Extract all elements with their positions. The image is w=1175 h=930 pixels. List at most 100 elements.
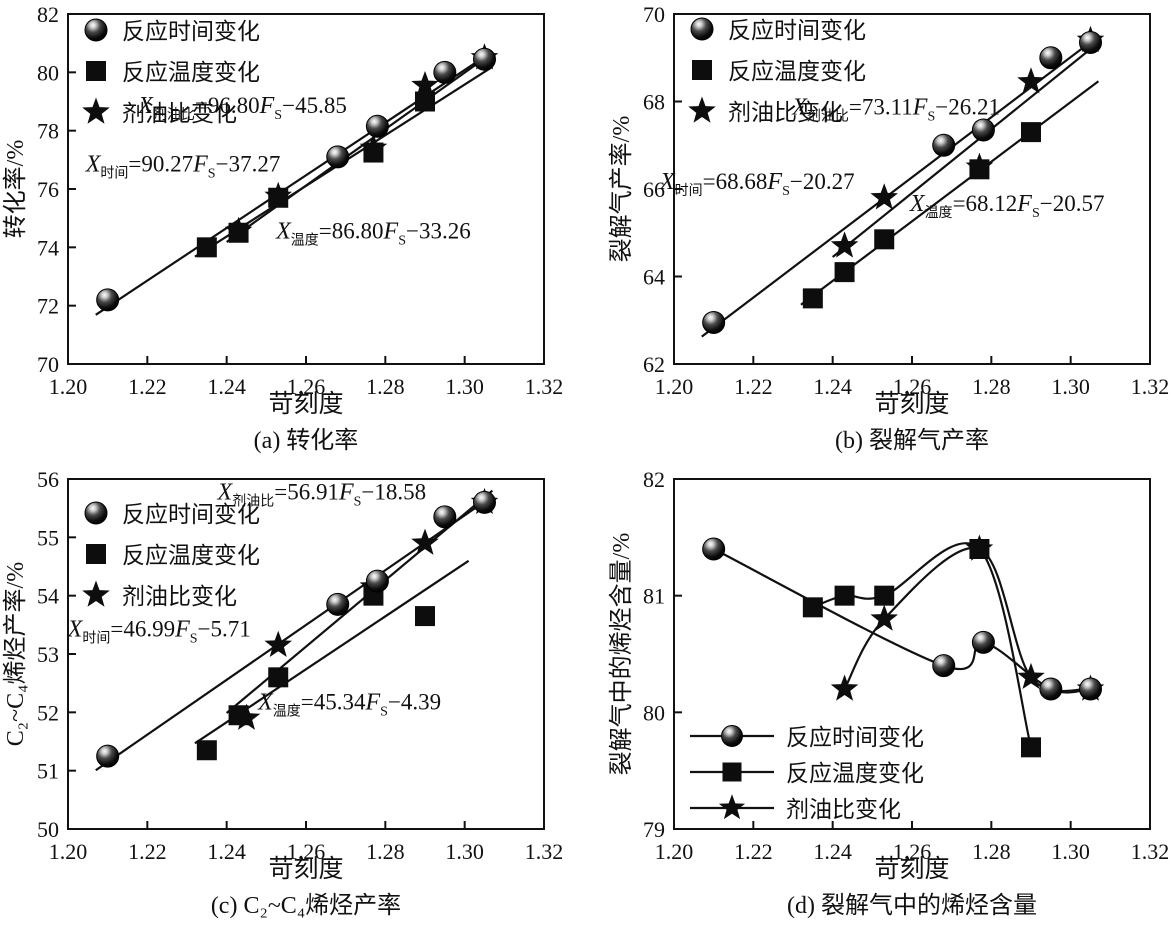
equation-annotation: X时间=90.27FS−37.27 [85,152,281,182]
y-tick-label: 54 [37,584,59,609]
equation-annotation: X时间=46.99FS−5.71 [67,617,251,647]
x-tick-label: 1.22 [734,374,773,399]
star-marker [830,231,859,258]
x-tick-label: 1.26 [287,374,326,399]
y-tick-label: 70 [643,2,665,27]
sphere-marker [473,47,496,71]
x-axis-label-c: 苛刻度 [268,856,344,883]
x-tick-label: 1.32 [525,374,564,399]
y-axis-label-b: 裂解气产率/% [609,115,635,263]
legend-label: 剂油比变化 [786,797,901,822]
equation-annotation: X温度=68.12FS−20.57 [909,191,1105,221]
x-tick-label: 1.26 [893,374,932,399]
square-marker [268,187,289,208]
sphere-marker [721,725,743,747]
subplot-caption-c: (c) C₂~C₄烯烃产率 [210,893,402,919]
sphere-marker [84,18,108,42]
y-tick-label: 74 [37,235,59,260]
y-axis-label-d: 裂解气中的烯烃含量/% [609,532,635,776]
star-marker [718,794,746,820]
x-tick-label: 1.20 [49,374,88,399]
x-axis: 1.20 1.22 1.24 1.26 1.28 1.30 1.32 [655,356,1169,399]
square-marker [86,61,106,81]
plot-frame [67,478,545,830]
x-tick-label: 1.30 [1051,374,1090,399]
x-tick-label: 1.26 [287,839,326,864]
sphere-marker [96,288,120,312]
x-axis: 1.20 1.22 1.24 1.26 1.28 1.30 1.32 [49,821,563,864]
y-tick-label: 82 [643,467,665,492]
trend-lines [713,542,1091,748]
fit-line [226,51,494,243]
legend-label: 反应温度变化 [786,761,924,786]
y-tick-label: 51 [37,759,59,784]
y-tick-label: 78 [37,119,59,144]
y-tick-label: 82 [37,2,59,27]
subplot-c: 1.20 1.22 1.24 1.26 1.28 1.30 1.32 50 51 52 53 54 55… [0,465,587,930]
star-marker [1017,662,1045,690]
star-marker [82,580,110,607]
plot-area-c: 1.20 1.22 1.24 1.26 1.28 1.30 1.32 50 51 52 53 54 55… [37,467,563,864]
smooth-curve [713,548,1091,694]
x-tick-label: 1.20 [655,374,694,399]
star-marker [264,630,293,657]
y-tick-label: 80 [37,60,59,85]
square-marker [834,262,855,283]
x-tick-label: 1.30 [445,374,484,399]
x-tick-label: 1.22 [128,374,167,399]
y-tick-label: 81 [643,584,665,609]
sphere-marker [690,17,714,41]
x-tick-label: 1.24 [207,374,246,399]
y-axis-label-a: 转化率/% [3,139,29,239]
square-marker [1021,122,1041,143]
x-tick-label: 1.30 [1051,839,1090,864]
sphere-marker [702,537,726,561]
subplot-d: 1.20 1.22 1.24 1.26 1.28 1.30 1.32 79 80 81 82 反应时间… [588,465,1175,930]
square-marker [268,667,289,688]
x-tick-label: 1.32 [1131,839,1170,864]
sphere-marker [971,630,995,654]
equation-annotation: X温度=86.80FS−33.26 [275,219,471,249]
square-marker [802,288,823,309]
sphere-marker [932,133,956,157]
square-marker [415,606,435,627]
series-反应温度变化 [802,122,1041,309]
y-tick-label: 66 [643,177,665,202]
series-反应时间变化 [96,490,496,768]
x-tick-label: 1.24 [813,839,852,864]
sphere-marker [326,145,350,169]
series-反应时间变化 [702,30,1102,334]
x-tick-label: 1.22 [734,839,773,864]
x-tick-label: 1.20 [49,839,88,864]
equation-annotation: X时间=68.68FS−20.27 [659,169,855,199]
x-axis: 1.20 1.22 1.24 1.26 1.28 1.30 1.32 [655,821,1170,864]
sphere-marker [1079,30,1102,54]
x-tick-label: 1.26 [893,839,932,864]
plot-area-b: 1.20 1.22 1.24 1.26 1.28 1.30 1.32 62 64 66 68 70 反应… [643,2,1169,399]
square-marker [86,544,106,564]
y-tick-label: 53 [37,642,59,667]
x-tick-label: 1.24 [207,839,246,864]
equation-annotation: X温度=45.34FS−4.39 [257,689,441,719]
square-marker [228,705,249,726]
x-tick-label: 1.20 [655,839,694,864]
legend-label: 剂油比变化 [122,101,237,126]
square-marker [874,585,895,606]
subplot-caption-d: (d) 裂解气中的烯烃含量 [787,893,1037,919]
y-axis: 79 80 81 82 [643,467,682,842]
x-axis-label-a: 苛刻度 [268,391,344,418]
square-marker [692,60,712,80]
star-marker [830,674,859,701]
square-marker [969,159,990,180]
sphere-marker [1039,677,1063,701]
legend-label: 剂油比变化 [728,100,843,125]
square-marker [196,237,217,258]
plot-area-a: 1.20 1.22 1.24 1.26 1.28 1.30 1.32 70 72 74 76 78 80… [37,2,564,399]
square-marker [969,539,990,559]
square-marker [363,142,384,163]
star-marker [870,183,899,210]
square-marker [834,585,855,606]
